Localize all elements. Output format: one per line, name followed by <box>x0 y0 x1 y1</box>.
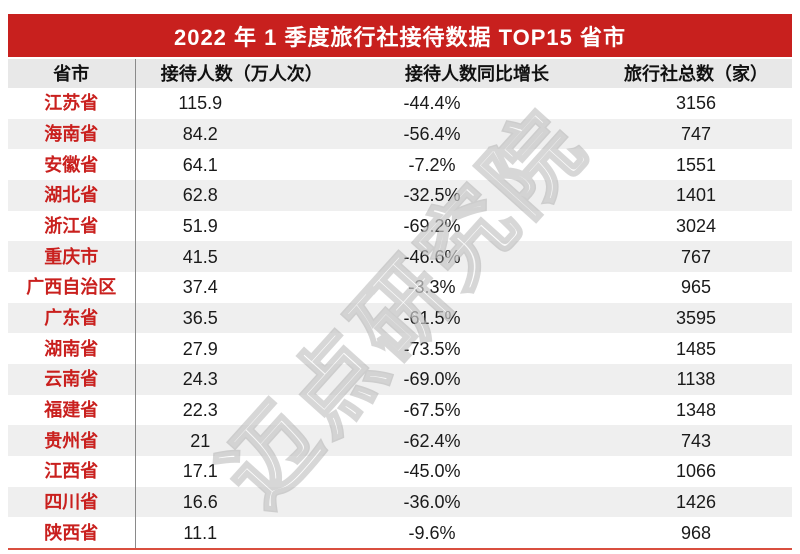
table-header: 省市 接待人数（万人次） 接待人数同比增长 旅行社总数（家） <box>8 59 792 88</box>
province-cell: 广西自治区 <box>8 271 136 303</box>
agencies-cell: 965 <box>680 277 712 298</box>
visitors-cell: 27.9 <box>182 338 218 359</box>
page-title: 2022 年 1 季度旅行社接待数据 TOP15 省市 <box>173 24 627 50</box>
province-cell: 广东省 <box>8 302 136 334</box>
province-cell: 安徽省 <box>8 149 136 180</box>
table-row: 云南省 24.3 -69.0% 1138 <box>8 363 792 395</box>
table-row: 广西自治区 37.4 -3.3% 965 <box>8 271 792 303</box>
growth-cell: -56.4% <box>403 123 461 144</box>
visitors-cell: 16.6 <box>182 491 218 512</box>
growth-cell: -36.0% <box>403 491 461 512</box>
visitors-cell: 84.2 <box>182 123 218 144</box>
visitors-cell: 24.3 <box>182 369 218 390</box>
table-row: 海南省 84.2 -56.4% 747 <box>8 118 792 150</box>
growth-cell: -67.5% <box>403 399 461 420</box>
agencies-cell: 1066 <box>675 461 717 482</box>
visitors-cell: 37.4 <box>182 277 218 298</box>
visitors-cell: 115.9 <box>178 93 223 114</box>
agencies-cell: 1485 <box>675 338 717 359</box>
agencies-cell: 1426 <box>675 491 717 512</box>
bottom-border-line <box>8 548 792 550</box>
visitors-cell: 21 <box>190 430 211 451</box>
col-header-visitors: 接待人数（万人次） <box>160 63 323 84</box>
col-header-province: 省市 <box>8 59 136 88</box>
province-cell: 湖南省 <box>8 333 136 364</box>
data-table: 省市 接待人数（万人次） 接待人数同比增长 旅行社总数（家） 江苏省 115.9… <box>8 59 792 548</box>
table-row: 陕西省 11.1 -9.6% 968 <box>8 517 792 548</box>
growth-cell: -7.2% <box>408 154 456 175</box>
title-bar: 2022 年 1 季度旅行社接待数据 TOP15 省市 <box>8 14 792 57</box>
agencies-cell: 1348 <box>675 399 717 420</box>
header-row: 省市 接待人数（万人次） 接待人数同比增长 旅行社总数（家） <box>8 59 792 88</box>
table-row: 四川省 16.6 -36.0% 1426 <box>8 486 792 518</box>
table-row: 湖北省 62.8 -32.5% 1401 <box>8 179 792 211</box>
growth-cell: -44.4% <box>403 93 461 114</box>
province-cell: 陕西省 <box>8 517 136 548</box>
growth-cell: -3.3% <box>408 277 456 298</box>
visitors-cell: 11.1 <box>183 522 218 543</box>
growth-cell: -73.5% <box>403 338 461 359</box>
table-row: 江苏省 115.9 -44.4% 3156 <box>8 88 792 119</box>
visitors-cell: 51.9 <box>182 215 218 236</box>
agencies-cell: 767 <box>680 246 712 267</box>
agencies-cell: 3156 <box>675 93 717 114</box>
province-cell: 云南省 <box>8 363 136 395</box>
province-cell: 四川省 <box>8 486 136 518</box>
province-cell: 福建省 <box>8 394 136 426</box>
growth-cell: -62.4% <box>403 430 461 451</box>
visitors-cell: 36.5 <box>182 307 218 328</box>
table-row: 贵州省 21 -62.4% 743 <box>8 425 792 456</box>
province-cell: 浙江省 <box>8 210 136 242</box>
table-row: 广东省 36.5 -61.5% 3595 <box>8 302 792 334</box>
visitors-cell: 62.8 <box>182 185 218 206</box>
table-row: 福建省 22.3 -67.5% 1348 <box>8 394 792 426</box>
growth-cell: -61.5% <box>403 307 461 328</box>
table-row: 浙江省 51.9 -69.2% 3024 <box>8 210 792 242</box>
agencies-cell: 1551 <box>675 154 717 175</box>
growth-cell: -9.6% <box>408 522 456 543</box>
agencies-cell: 3024 <box>675 215 717 236</box>
table-row: 重庆市 41.5 -46.6% 767 <box>8 241 792 272</box>
province-cell: 重庆市 <box>8 241 136 272</box>
table-row: 安徽省 64.1 -7.2% 1551 <box>8 149 792 180</box>
growth-cell: -32.5% <box>403 185 461 206</box>
growth-cell: -46.6% <box>403 246 461 267</box>
col-header-agencies: 旅行社总数（家） <box>624 63 768 84</box>
agencies-cell: 747 <box>680 123 712 144</box>
province-cell: 贵州省 <box>8 425 136 456</box>
table-row: 江西省 17.1 -45.0% 1066 <box>8 455 792 487</box>
growth-cell: -69.0% <box>403 369 461 390</box>
table-body: 江苏省 115.9 -44.4% 3156 海南省 84.2 -56.4% 74… <box>8 88 792 548</box>
province-cell: 海南省 <box>8 118 136 150</box>
province-cell: 江苏省 <box>8 88 136 119</box>
visitors-cell: 17.1 <box>182 461 218 482</box>
agencies-cell: 1401 <box>675 185 717 206</box>
visitors-cell: 22.3 <box>182 399 218 420</box>
agencies-cell: 3595 <box>675 307 717 328</box>
agencies-cell: 968 <box>680 522 712 543</box>
agencies-cell: 743 <box>680 430 712 451</box>
growth-cell: -69.2% <box>403 215 461 236</box>
agencies-cell: 1138 <box>676 369 716 390</box>
province-cell: 湖北省 <box>8 179 136 211</box>
visitors-cell: 64.1 <box>182 154 218 175</box>
growth-cell: -45.0% <box>403 461 461 482</box>
province-cell: 江西省 <box>8 455 136 487</box>
col-header-growth: 接待人数同比增长 <box>405 63 549 84</box>
table-row: 湖南省 27.9 -73.5% 1485 <box>8 333 792 364</box>
visitors-cell: 41.5 <box>182 246 218 267</box>
